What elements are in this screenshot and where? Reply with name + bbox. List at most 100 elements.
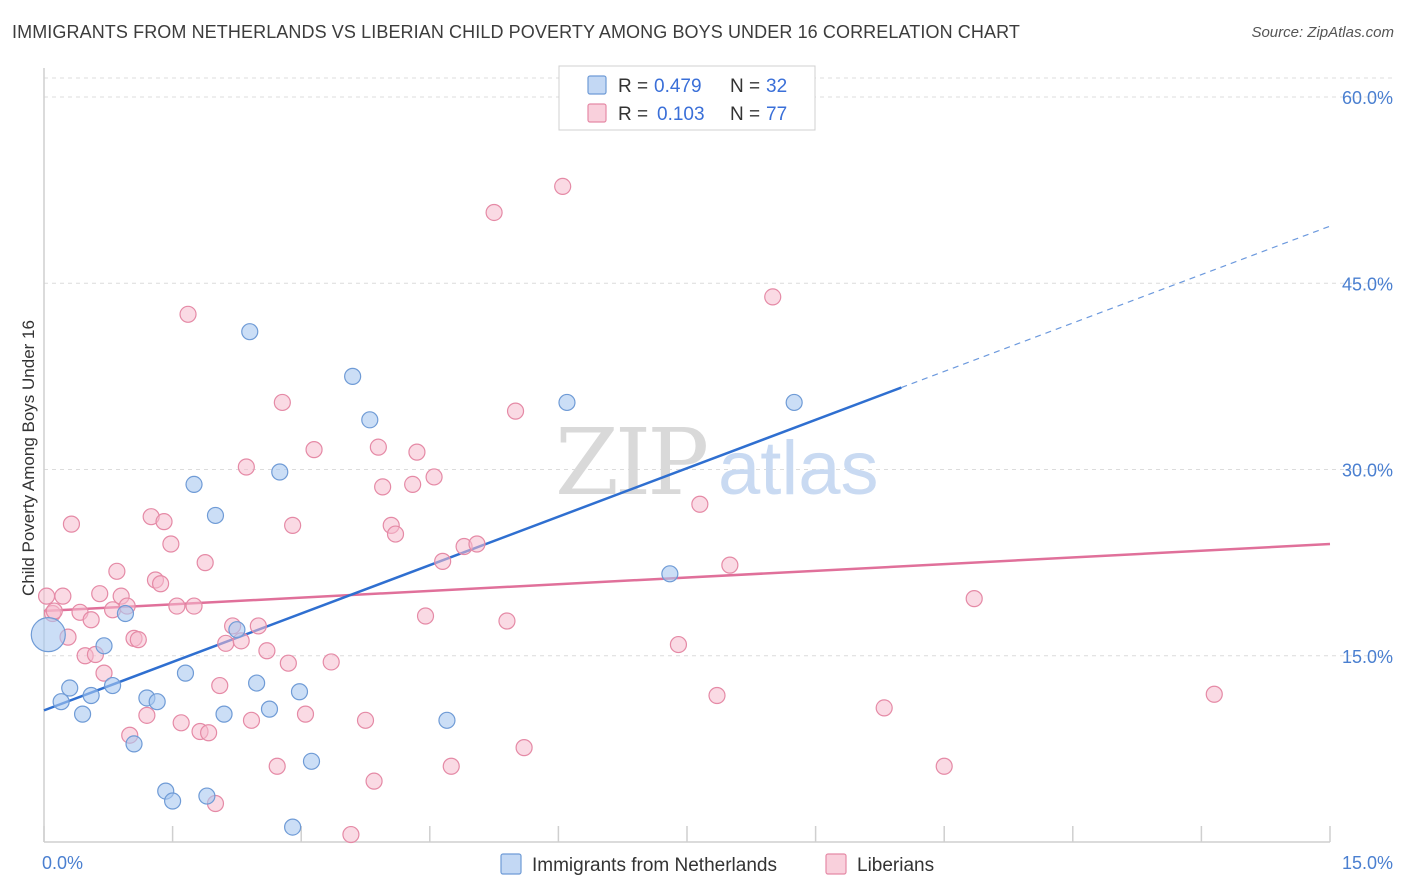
liberians-point [764,288,782,306]
y-tick-label: 30.0% [1342,461,1393,481]
netherlands-point [116,604,135,623]
liberians-point [237,458,255,476]
legend-swatch-netherlands [587,75,607,95]
netherlands-point [248,674,266,692]
liberians-point [442,757,460,775]
netherlands-point [661,565,679,583]
liberians-point [691,495,709,513]
legend-swatch-liberians [587,103,607,123]
liberians-point [721,556,739,574]
y-tick-label: 45.0% [1342,274,1393,294]
liberians-point [356,711,375,729]
netherlands-point [361,411,379,429]
legend-swatch-netherlands [500,853,522,875]
legend-swatch-liberians [825,853,847,875]
liberians-points [37,177,1223,844]
liberians-point [155,513,173,531]
liberians-point [468,535,486,553]
liberians-point [200,724,218,742]
liberians-point [268,757,286,775]
grid-lines [44,77,1393,657]
legend-label-liberians: Liberians [857,855,934,876]
liberians-point [365,772,383,790]
netherlands-point [95,637,113,655]
netherlands-point [73,705,92,723]
liberians-point [369,438,387,456]
legend-r-label: R = [618,76,648,97]
liberians-point [506,402,525,420]
liberians-point [322,653,340,671]
liberians-point [162,535,180,553]
netherlands-point [438,711,456,729]
liberians-point [965,590,983,608]
liberians-point [95,664,113,682]
netherlands-point [284,818,302,836]
liberians-point [211,676,229,695]
netherlands-point [82,686,100,705]
x-tick-label: 0.0% [42,853,83,873]
netherlands-point [215,705,233,723]
liberians-point [515,739,533,757]
liberians-point [404,475,422,493]
liberians-point [217,634,235,652]
liberians-point [108,562,126,580]
liberians-point [875,699,893,717]
liberians-trendline [43,542,1331,613]
watermark-zip: ZIP [555,409,706,516]
liberians-point [151,575,170,593]
y-tick-label: 15.0% [1342,647,1393,667]
netherlands-point [148,693,166,711]
bottom-legend: Immigrants from Netherlands Liberians [500,853,934,876]
liberians-point [279,654,297,672]
legend-r-value: 0.103 [657,104,705,125]
liberians-point [185,597,203,615]
liberians-point [82,611,100,629]
netherlands-point [206,506,225,525]
chart-title: IMMIGRANTS FROM NETHERLANDS VS LIBERIAN … [12,22,1020,42]
liberians-point [129,631,147,649]
liberians-point [386,525,405,543]
liberians-point [935,757,953,775]
legend-r-value: 0.479 [654,76,702,97]
netherlands-point [125,735,143,753]
x-tick-label: 15.0% [1342,853,1393,873]
netherlands-point [52,693,70,711]
liberians-point [45,602,63,620]
liberians-point [62,515,81,533]
liberians-point [168,597,186,615]
source-label: Source: ZipAtlas.com [1251,24,1394,41]
netherlands-point [198,787,216,805]
liberians-point [37,587,56,605]
netherlands-point [302,752,321,770]
liberians-point [425,468,443,486]
watermark: ZIP atlas [555,409,879,516]
netherlands-point [785,393,803,412]
legend-n-value: 32 [766,76,787,97]
axes [43,68,1331,843]
legend-n-label: N = [730,104,760,125]
netherlands-trendline-extension [901,225,1331,389]
liberians-point [196,554,214,572]
netherlands-point [558,393,576,412]
legend-label-netherlands: Immigrants from Netherlands [532,855,777,876]
liberians-point [258,642,276,660]
liberians-point [408,443,426,461]
liberians-point [708,686,726,705]
liberians-point [54,587,72,605]
liberians-point [91,585,109,603]
watermark-atlas: atlas [718,426,879,511]
liberians-point [554,177,572,195]
liberians-point [179,305,197,323]
liberians-point [249,617,267,635]
liberians-point [342,825,360,844]
liberians-point [273,393,291,412]
liberians-point [416,607,435,625]
liberians-point [284,516,302,534]
netherlands-point [103,676,122,695]
legend-n-label: N = [730,76,760,97]
netherlands-point [290,683,309,701]
netherlands-point [271,463,289,481]
netherlands-point [185,475,203,493]
liberians-point [1205,685,1223,703]
legend-n-value: 77 [766,104,787,125]
